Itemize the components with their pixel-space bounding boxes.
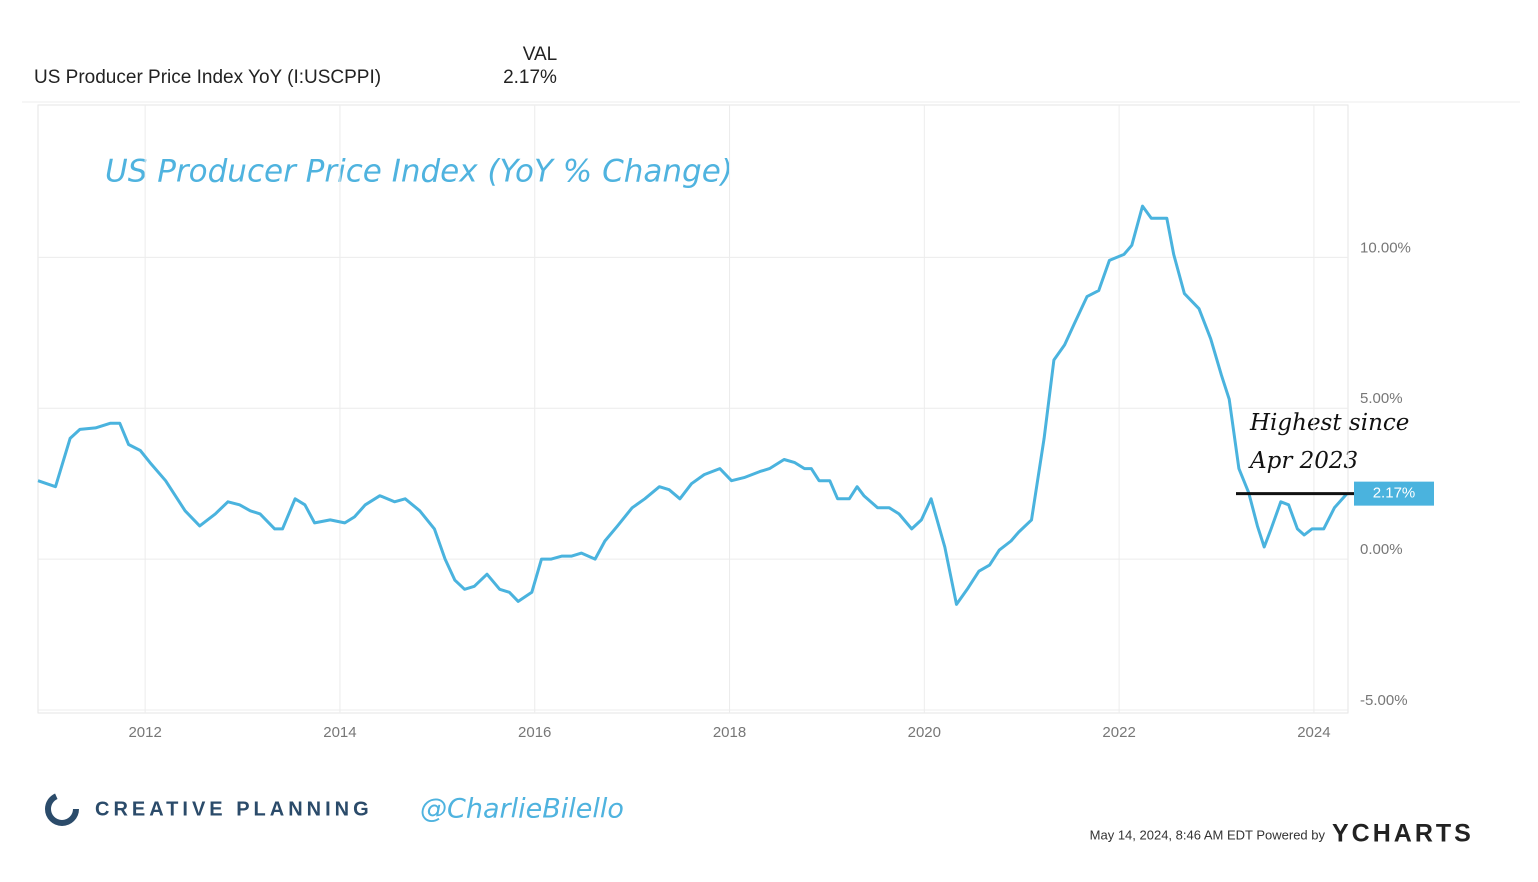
- y-tick-label: 10.00%: [1360, 239, 1411, 256]
- x-tick-label: 2024: [1297, 724, 1330, 741]
- x-tick-label: 2018: [713, 724, 746, 741]
- x-tick-label: 2022: [1102, 724, 1135, 741]
- y-tick-label: -5.00%: [1360, 692, 1408, 709]
- handle: @CharlieBilello: [420, 794, 624, 825]
- series-line: [37, 204, 1349, 606]
- brand: CREATIVE PLANNING: [95, 798, 373, 820]
- header-value: 2.17%: [503, 67, 557, 88]
- brand-logo: [45, 792, 79, 826]
- x-tick-label: 2012: [128, 724, 161, 741]
- end-label-box: [1354, 481, 1434, 506]
- chart-title: US Producer Price Index (YoY % Change): [105, 154, 733, 190]
- provider: YCHARTS: [1332, 820, 1474, 848]
- header-series: US Producer Price Index YoY (I:USCPPI): [34, 67, 381, 88]
- header-column: VAL: [523, 44, 558, 65]
- y-tick-label: 5.00%: [1360, 390, 1403, 407]
- x-tick-label: 2014: [323, 724, 356, 741]
- timestamp: May 14, 2024, 8:46 AM EDT Powered by: [1090, 827, 1326, 842]
- end-label: 2.17%: [1373, 485, 1416, 502]
- annotation: Apr 2023: [1248, 448, 1358, 474]
- x-tick-label: 2020: [908, 724, 941, 741]
- y-tick-label: 0.00%: [1360, 541, 1403, 558]
- annotation: Highest since: [1249, 410, 1409, 436]
- plot-area: [37, 104, 1349, 714]
- x-tick-label: 2016: [518, 724, 551, 741]
